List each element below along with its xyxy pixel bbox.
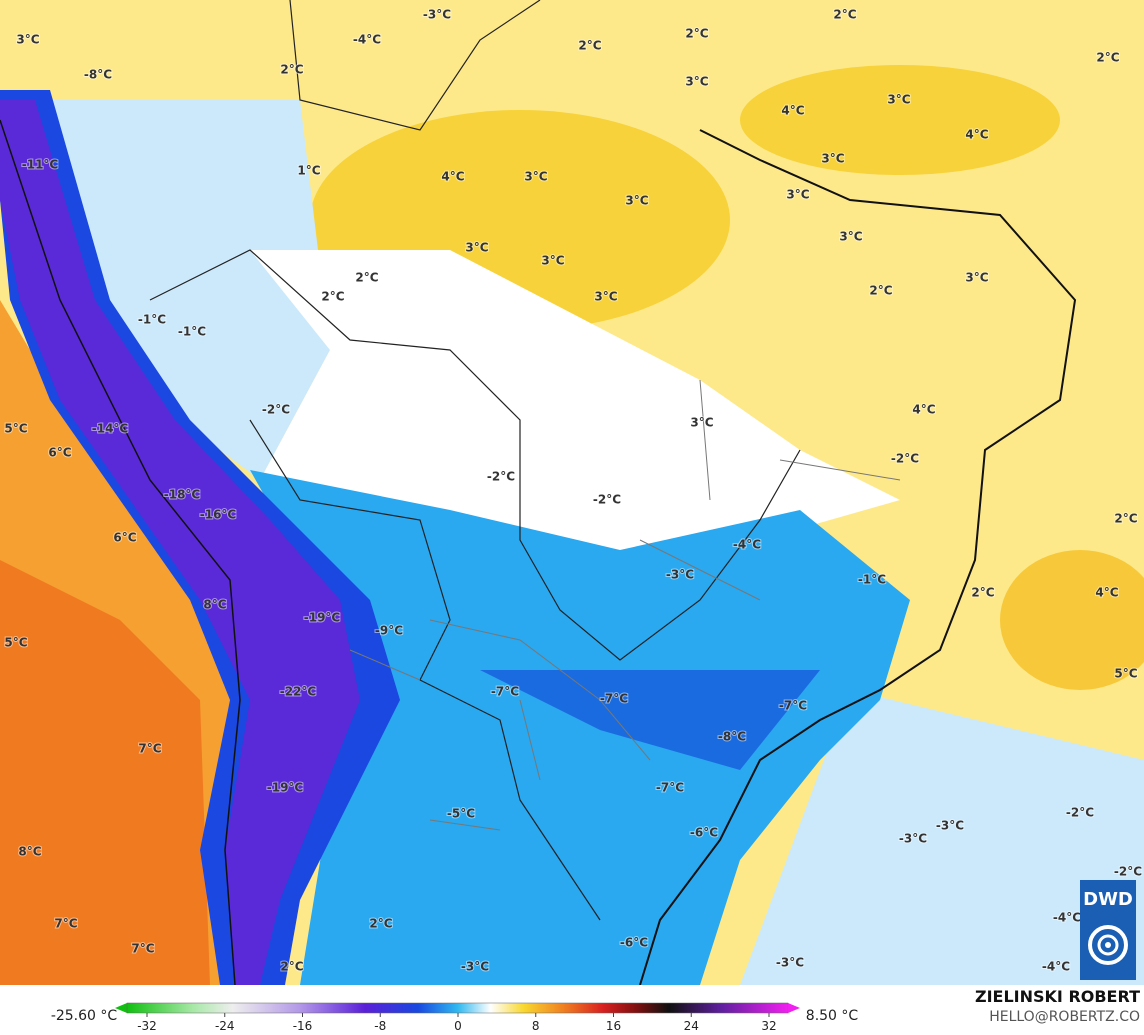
temp-label: -3°C xyxy=(666,568,694,582)
temp-label: -18°C xyxy=(164,488,201,502)
temp-label: 2°C xyxy=(321,290,344,304)
temp-label: 4°C xyxy=(1095,586,1118,600)
temp-label: 3°C xyxy=(594,290,617,304)
temp-label: -6°C xyxy=(690,826,718,840)
colorbar-tick-label: -16 xyxy=(293,1019,313,1033)
colorbar: -25.60 °C 8.50 °C ZIELINSKI ROBERT HELLO… xyxy=(0,985,1144,1035)
temp-label: -7°C xyxy=(600,692,628,706)
colorbar-tick-label: -32 xyxy=(137,1019,157,1033)
temp-label: 5°C xyxy=(4,636,27,650)
temp-label: -2°C xyxy=(262,403,290,417)
temp-label: -3°C xyxy=(936,819,964,833)
temp-label: 2°C xyxy=(833,8,856,22)
temp-label: 3°C xyxy=(965,271,988,285)
temp-label: -5°C xyxy=(447,807,475,821)
colorbar-tick-label: 8 xyxy=(532,1019,540,1033)
temp-label: 3°C xyxy=(887,93,910,107)
temp-label: 2°C xyxy=(578,39,601,53)
temp-label: -2°C xyxy=(487,470,515,484)
temp-label: 3°C xyxy=(465,241,488,255)
colorbar-tick-label: 32 xyxy=(761,1019,776,1033)
temp-label: 8°C xyxy=(203,598,226,612)
temp-label: -1°C xyxy=(178,325,206,339)
temp-label: 4°C xyxy=(912,403,935,417)
author: ZIELINSKI ROBERT xyxy=(975,987,1140,1006)
temp-label: 3°C xyxy=(16,33,39,47)
temp-label: -2°C xyxy=(1114,865,1142,879)
temp-label: 6°C xyxy=(113,531,136,545)
temperature-labels: 3°C -3°C -4°C 2°C 2°C 2°C 2°C -8°C 2°C 3°C 4°C 3°C 4… xyxy=(3,7,1143,975)
temp-label: 3°C xyxy=(821,152,844,166)
temp-label: 2°C xyxy=(1096,51,1119,65)
map-background xyxy=(0,0,1144,986)
temp-label: -2°C xyxy=(1066,806,1094,820)
temp-label: -8°C xyxy=(84,68,112,82)
colorbar-tick-label: -24 xyxy=(215,1019,235,1033)
dwd-logo: DWD xyxy=(1080,880,1136,980)
temp-label: -4°C xyxy=(1042,960,1070,974)
temp-label: -8°C xyxy=(718,730,746,744)
temp-label: 7°C xyxy=(131,942,154,956)
temp-label: 7°C xyxy=(54,917,77,931)
temp-label: 3°C xyxy=(786,188,809,202)
temp-label: -9°C xyxy=(375,624,403,638)
temp-label: 3°C xyxy=(541,254,564,268)
temp-label: 2°C xyxy=(971,586,994,600)
temp-label: -4°C xyxy=(1053,911,1081,925)
colorbar-tick-label: -8 xyxy=(374,1019,386,1033)
temp-label: 3°C xyxy=(524,170,547,184)
temp-label: 3°C xyxy=(839,230,862,244)
temp-label: 8°C xyxy=(18,845,41,859)
temp-label: -3°C xyxy=(899,832,927,846)
temp-label: -2°C xyxy=(891,452,919,466)
temp-label: 5°C xyxy=(4,422,27,436)
temp-label: 7°C xyxy=(138,742,161,756)
contact: HELLO@ROBERTZ.CO xyxy=(989,1009,1140,1025)
temp-label: 2°C xyxy=(869,284,892,298)
temp-label: 3°C xyxy=(690,416,713,430)
temp-label: -22°C xyxy=(280,685,317,699)
temp-label: 3°C xyxy=(685,75,708,89)
max-label: 8.50 °C xyxy=(806,1008,859,1024)
temp-label: -3°C xyxy=(461,960,489,974)
temp-label: 4°C xyxy=(441,170,464,184)
temp-label: -19°C xyxy=(267,781,304,795)
min-label: -25.60 °C xyxy=(51,1008,118,1024)
temp-label: -1°C xyxy=(858,573,886,587)
colorbar-tick-label: 24 xyxy=(684,1019,699,1033)
colorbar-tick-label: 16 xyxy=(606,1019,621,1033)
temp-label: 4°C xyxy=(781,104,804,118)
temp-label: -4°C xyxy=(733,538,761,552)
temp-label: 6°C xyxy=(48,446,71,460)
temp-label: 2°C xyxy=(355,271,378,285)
temp-label: 5°C xyxy=(1114,667,1137,681)
temp-label: -7°C xyxy=(656,781,684,795)
temp-label: -2°C xyxy=(593,493,621,507)
temp-label: 2°C xyxy=(280,63,303,77)
temp-label: 2°C xyxy=(1114,512,1137,526)
temp-label: -14°C xyxy=(92,422,129,436)
temp-label: 1°C xyxy=(297,164,320,178)
temp-label: -7°C xyxy=(779,699,807,713)
temp-label: -3°C xyxy=(776,956,804,970)
logo-text: DWD xyxy=(1083,889,1133,910)
temp-label: 2°C xyxy=(280,960,303,974)
temp-label: 3°C xyxy=(625,194,648,208)
temp-label: 4°C xyxy=(965,128,988,142)
temp-label: -16°C xyxy=(200,508,237,522)
temp-label: -7°C xyxy=(491,685,519,699)
colorbar-tick-label: 0 xyxy=(454,1019,462,1033)
temp-label: -3°C xyxy=(423,8,451,22)
temp-label: 2°C xyxy=(685,27,708,41)
temp-label: -19°C xyxy=(304,611,341,625)
temp-label: 2°C xyxy=(369,917,392,931)
temp-label: -6°C xyxy=(620,936,648,950)
temp-label: -1°C xyxy=(138,313,166,327)
temp-label: -4°C xyxy=(353,33,381,47)
temp-label: -11°C xyxy=(22,158,59,172)
